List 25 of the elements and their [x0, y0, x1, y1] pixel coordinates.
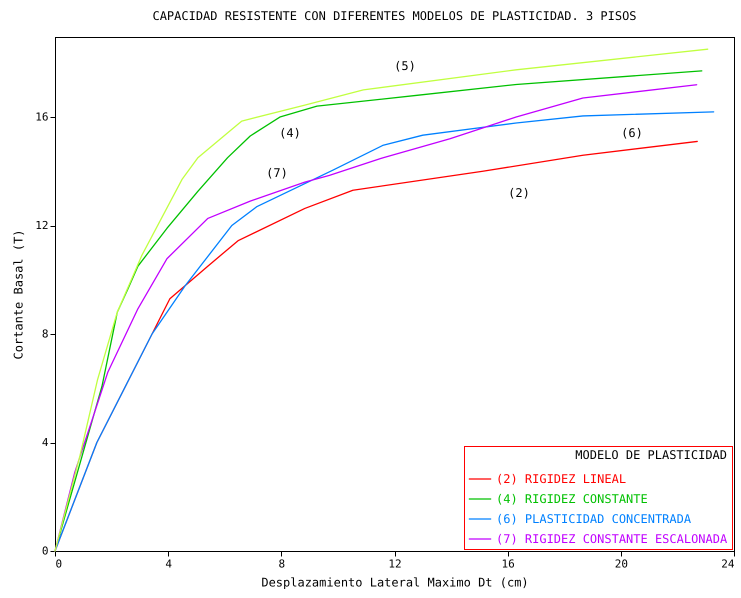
x-tick-label: 12	[388, 558, 402, 570]
x-tick-label: 0	[56, 558, 62, 570]
legend-label: (4) RIGIDEZ CONSTANTE	[496, 492, 648, 506]
x-tick-label: 8	[278, 558, 286, 570]
y-tick-label: 12	[35, 219, 48, 232]
annotation: (4)	[279, 126, 301, 140]
legend-label: (2) RIGIDEZ LINEAL	[496, 472, 626, 486]
legend-label: (7) RIGIDEZ CONSTANTE ESCALONADA	[496, 532, 728, 546]
annotation: (2)	[508, 186, 530, 200]
annotation: (6)	[621, 126, 643, 140]
x-tick-label: 4	[165, 558, 172, 570]
legend-label: (6) PLASTICIDAD CONCENTRADA	[496, 512, 692, 526]
annotation: (5)	[394, 59, 416, 73]
y-tick-label: 4	[42, 436, 49, 450]
y-tick-label: 8	[42, 328, 48, 341]
x-tick-label: 16	[502, 558, 515, 570]
x-tick-label: 20	[614, 558, 628, 570]
y-tick-label: 16	[35, 110, 48, 124]
x-tick-label: 24	[721, 558, 735, 570]
y-axis-title: Cortante Basal (T)	[11, 229, 26, 360]
x-axis-title: Desplazamiento Lateral Maximo Dt (cm)	[261, 576, 529, 590]
chart-title: CAPACIDAD RESISTENTE CON DIFERENTES MODELOS DE PLASTICIDAD. 3 PISOS	[152, 9, 637, 23]
annotation: (7)	[266, 166, 288, 180]
legend-title: MODELO DE PLASTICIDAD	[575, 448, 727, 462]
y-tick-label: 0	[42, 544, 48, 558]
